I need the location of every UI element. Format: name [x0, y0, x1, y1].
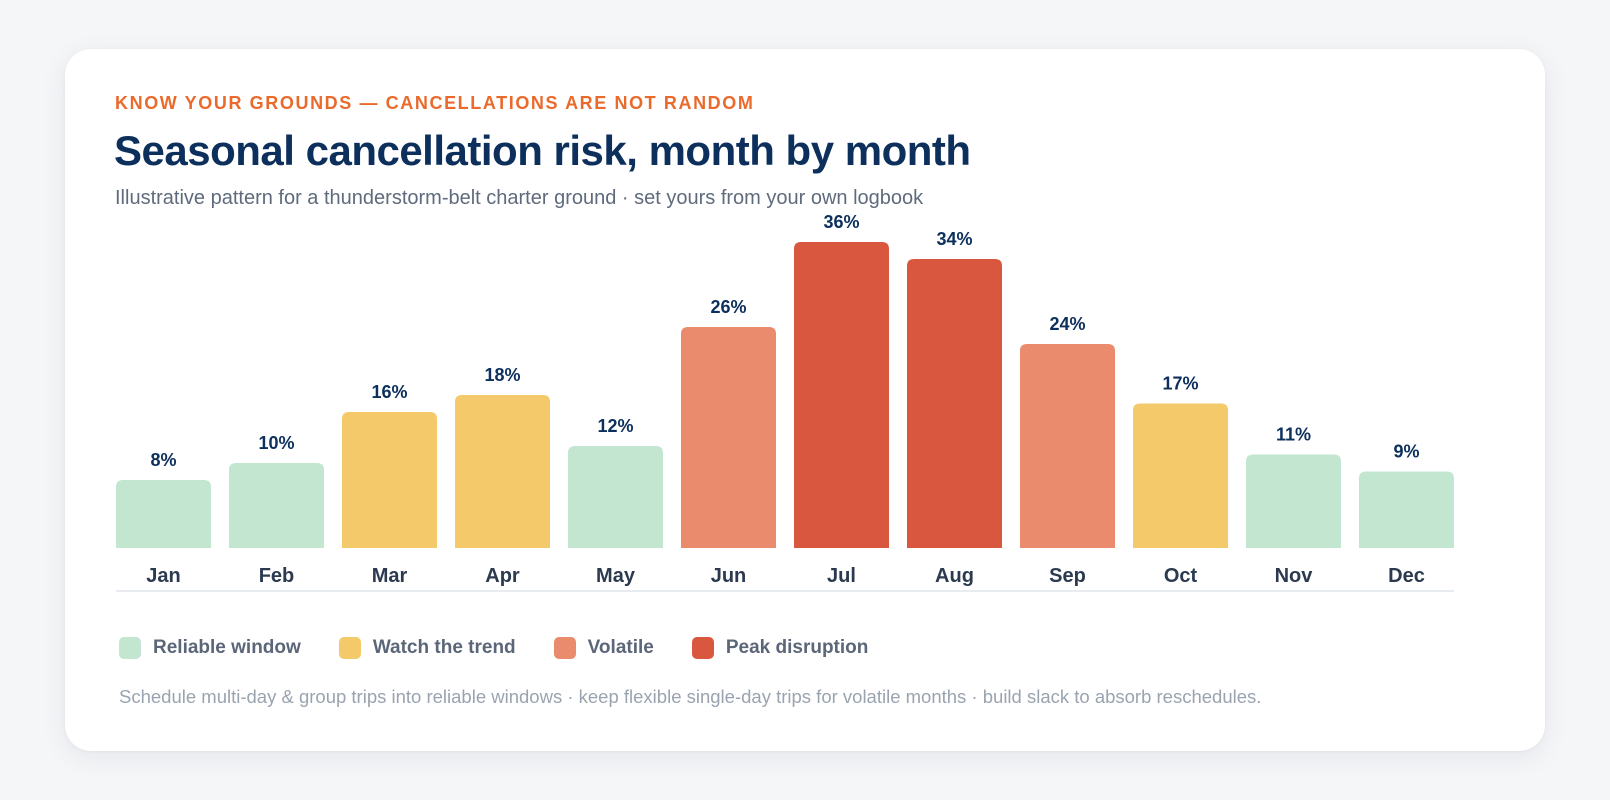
legend-label-peak: Peak disruption	[725, 637, 869, 658]
legend: Reliable window Watch the trend Volatile…	[119, 637, 868, 659]
bar-mar	[342, 412, 437, 548]
bar-may	[568, 446, 663, 548]
legend-item-watch: Watch the trend	[338, 637, 516, 659]
chart-title: Seasonal cancellation risk, month by mon…	[114, 127, 971, 174]
category-label-may: May	[596, 565, 636, 587]
bar-jul	[794, 242, 889, 548]
value-label-dec: 9%	[1393, 442, 1419, 462]
category-label-oct: Oct	[1164, 565, 1198, 587]
legend-label-watch: Watch the trend	[372, 637, 516, 658]
axis-baseline	[116, 590, 1454, 592]
value-label-jul: 36%	[823, 212, 859, 232]
legend-item-reliable: Reliable window	[119, 637, 301, 659]
value-label-sep: 24%	[1049, 314, 1085, 334]
category-label-aug: Aug	[935, 565, 974, 587]
legend-label-volatile: Volatile	[587, 637, 654, 658]
bar-chart: 8% Jan 10% Feb 16% Mar 18% Apr 12% May 26% Jun 36% Ju…	[116, 212, 1454, 592]
legend-item-peak: Peak disruption	[691, 637, 869, 659]
bar-nov	[1246, 454, 1341, 548]
category-label-feb: Feb	[259, 565, 295, 587]
bar-dec	[1359, 471, 1454, 548]
chart-subtitle: Illustrative pattern for a thunderstorm-…	[115, 187, 924, 209]
bar-feb	[229, 463, 324, 548]
value-label-jan: 8%	[150, 450, 176, 470]
legend-item-volatile: Volatile	[553, 637, 654, 659]
value-label-jun: 26%	[710, 297, 746, 317]
bar-aug	[907, 259, 1002, 548]
category-label-mar: Mar	[372, 565, 408, 587]
bar-jan	[116, 480, 211, 548]
value-label-oct: 17%	[1162, 374, 1198, 394]
value-label-nov: 11%	[1276, 425, 1311, 445]
legend-swatch-volatile	[553, 637, 576, 659]
legend-swatch-watch	[338, 637, 361, 659]
value-label-may: 12%	[597, 416, 633, 436]
value-label-apr: 18%	[484, 365, 520, 385]
category-label-dec: Dec	[1388, 565, 1425, 587]
bar-apr	[455, 395, 550, 548]
category-label-nov: Nov	[1275, 565, 1314, 587]
legend-label-reliable: Reliable window	[153, 637, 301, 658]
eyebrow-label: KNOW YOUR GROUNDS — CANCELLATIONS ARE NO…	[115, 93, 755, 113]
bar-jun	[681, 327, 776, 548]
legend-swatch-peak	[691, 637, 714, 659]
legend-swatch-reliable	[119, 637, 141, 659]
category-label-sep: Sep	[1049, 565, 1086, 587]
chart-card: KNOW YOUR GROUNDS — CANCELLATIONS ARE NO…	[65, 49, 1545, 751]
category-label-jul: Jul	[827, 565, 856, 587]
value-label-feb: 10%	[258, 433, 294, 453]
value-label-mar: 16%	[371, 382, 407, 402]
category-label-jun: Jun	[711, 565, 747, 587]
value-label-aug: 34%	[936, 229, 972, 249]
category-label-jan: Jan	[146, 565, 180, 587]
footnote: Schedule multi-day & group trips into re…	[119, 686, 1262, 707]
bar-sep	[1020, 344, 1115, 548]
category-label-apr: Apr	[485, 565, 520, 587]
bar-oct	[1133, 403, 1228, 548]
